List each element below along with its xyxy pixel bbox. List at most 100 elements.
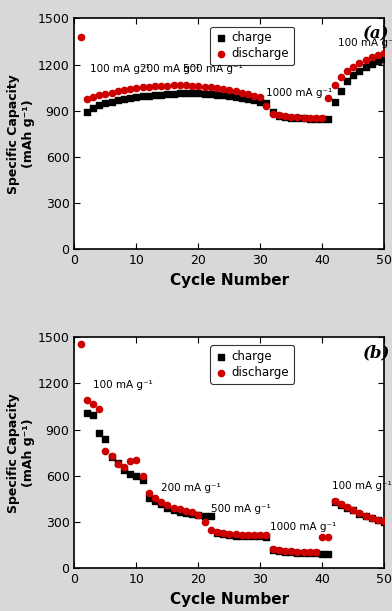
- charge: [332, 497, 338, 507]
- discharge: [338, 72, 344, 82]
- charge: [146, 91, 152, 101]
- discharge: [226, 529, 232, 539]
- discharge: [251, 530, 257, 540]
- discharge: [84, 395, 90, 404]
- discharge: [90, 92, 96, 102]
- discharge: [356, 58, 363, 68]
- Text: 100 mA g⁻¹: 100 mA g⁻¹: [338, 38, 392, 48]
- discharge: [127, 84, 133, 94]
- discharge: [276, 111, 282, 120]
- charge: [127, 469, 133, 479]
- discharge: [368, 513, 375, 523]
- charge: [232, 92, 239, 102]
- charge: [115, 458, 121, 467]
- charge: [313, 114, 319, 124]
- charge: [127, 93, 133, 103]
- discharge: [239, 530, 245, 540]
- charge: [109, 97, 115, 106]
- discharge: [232, 530, 239, 540]
- discharge: [325, 533, 332, 543]
- charge: [319, 549, 325, 558]
- charge: [245, 532, 251, 541]
- charge: [183, 89, 189, 98]
- charge: [201, 511, 208, 521]
- charge: [263, 532, 270, 541]
- charge: [90, 103, 96, 112]
- charge: [257, 97, 263, 106]
- charge: [381, 54, 387, 64]
- Text: 100 mA g⁻¹: 100 mA g⁻¹: [90, 64, 150, 74]
- charge: [257, 532, 263, 541]
- discharge: [171, 81, 177, 90]
- discharge: [152, 493, 158, 503]
- discharge: [319, 114, 325, 123]
- discharge: [307, 547, 313, 557]
- charge: [226, 530, 232, 540]
- Text: (a): (a): [363, 25, 389, 42]
- charge: [363, 511, 369, 521]
- Legend: charge, discharge: charge, discharge: [211, 26, 294, 65]
- charge: [226, 91, 232, 101]
- discharge: [158, 81, 164, 90]
- charge: [375, 516, 381, 525]
- charge: [325, 549, 332, 558]
- charge: [140, 92, 146, 101]
- charge: [133, 92, 140, 102]
- Text: 500 mA g⁻¹: 500 mA g⁻¹: [183, 64, 243, 74]
- charge: [146, 493, 152, 503]
- charge: [133, 471, 140, 481]
- discharge: [164, 81, 171, 90]
- charge: [189, 89, 195, 98]
- discharge: [195, 510, 201, 519]
- charge: [288, 547, 294, 557]
- charge: [121, 465, 127, 475]
- discharge: [270, 109, 276, 119]
- discharge: [313, 114, 319, 123]
- charge: [214, 528, 220, 538]
- charge: [171, 505, 177, 515]
- charge: [301, 548, 307, 558]
- discharge: [381, 516, 387, 525]
- charge: [294, 548, 301, 558]
- charge: [301, 114, 307, 123]
- charge: [282, 547, 288, 557]
- discharge: [344, 502, 350, 512]
- discharge: [84, 94, 90, 104]
- charge: [239, 531, 245, 541]
- discharge: [301, 113, 307, 123]
- discharge: [332, 496, 338, 506]
- charge: [152, 496, 158, 506]
- discharge: [325, 93, 332, 103]
- Text: 500 mA g⁻¹: 500 mA g⁻¹: [211, 503, 270, 514]
- charge: [84, 107, 90, 117]
- discharge: [368, 52, 375, 62]
- discharge: [220, 84, 226, 93]
- discharge: [332, 81, 338, 90]
- charge: [356, 509, 363, 519]
- discharge: [189, 81, 195, 90]
- charge: [368, 59, 375, 68]
- discharge: [140, 82, 146, 92]
- discharge: [356, 508, 363, 518]
- discharge: [288, 546, 294, 556]
- discharge: [78, 339, 84, 349]
- charge: [276, 546, 282, 556]
- discharge: [214, 83, 220, 93]
- discharge: [201, 82, 208, 92]
- discharge: [350, 505, 356, 515]
- Text: 1000 mA g⁻¹: 1000 mA g⁻¹: [270, 522, 336, 532]
- discharge: [245, 89, 251, 99]
- charge: [282, 112, 288, 122]
- charge: [171, 89, 177, 99]
- charge: [307, 549, 313, 558]
- discharge: [257, 530, 263, 540]
- charge: [189, 509, 195, 519]
- X-axis label: Cycle Number: Cycle Number: [170, 591, 289, 607]
- discharge: [102, 89, 109, 99]
- charge: [164, 503, 171, 513]
- charge: [368, 514, 375, 524]
- charge: [158, 90, 164, 100]
- discharge: [350, 62, 356, 71]
- charge: [245, 94, 251, 104]
- charge: [208, 89, 214, 99]
